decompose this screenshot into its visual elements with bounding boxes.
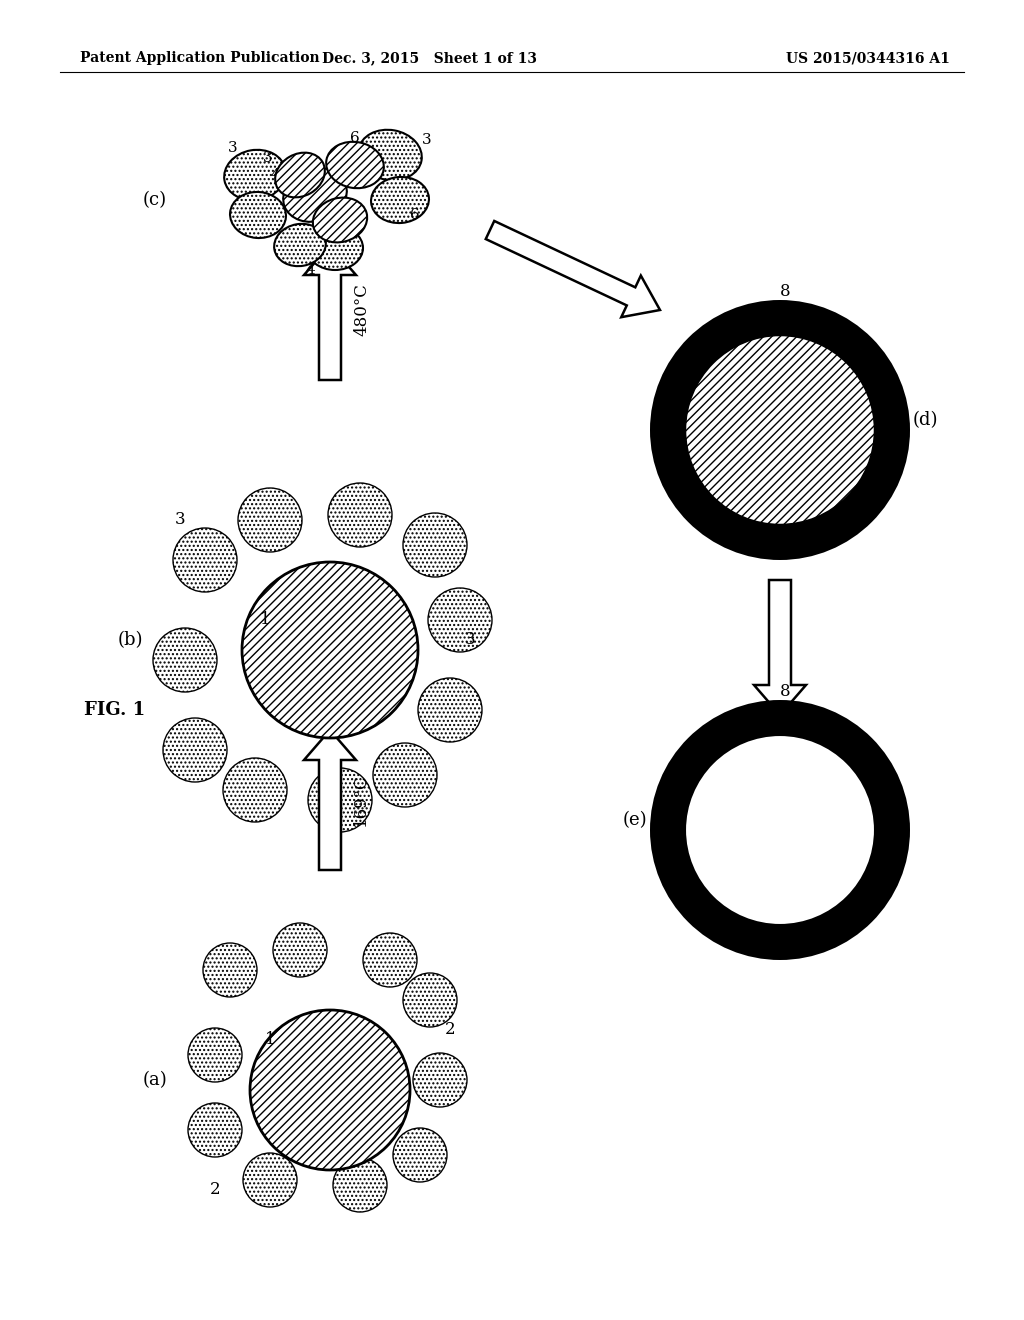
Circle shape: [153, 628, 217, 692]
Circle shape: [203, 942, 257, 997]
FancyArrow shape: [754, 579, 806, 715]
Circle shape: [328, 483, 392, 546]
Circle shape: [188, 1028, 242, 1082]
Text: 8: 8: [779, 284, 791, 301]
Text: 2: 2: [210, 1181, 220, 1199]
Text: 8: 8: [779, 684, 791, 701]
Text: 7: 7: [883, 482, 893, 499]
Circle shape: [308, 768, 372, 832]
Ellipse shape: [327, 141, 384, 189]
Text: 169°C: 169°C: [351, 774, 369, 826]
Circle shape: [685, 735, 874, 925]
Ellipse shape: [275, 153, 325, 198]
Text: US 2015/0344316 A1: US 2015/0344316 A1: [786, 51, 950, 65]
Text: 3: 3: [465, 631, 475, 648]
Circle shape: [413, 1053, 467, 1107]
Text: 3: 3: [422, 133, 432, 147]
Circle shape: [223, 758, 287, 822]
Text: (b): (b): [118, 631, 142, 649]
Text: 2: 2: [444, 1022, 456, 1039]
Ellipse shape: [371, 177, 429, 223]
Circle shape: [428, 587, 492, 652]
Ellipse shape: [284, 168, 347, 222]
Circle shape: [242, 562, 418, 738]
Circle shape: [685, 335, 874, 525]
Circle shape: [173, 528, 237, 591]
Text: 3: 3: [263, 150, 272, 165]
Text: Patent Application Publication: Patent Application Publication: [80, 51, 319, 65]
Circle shape: [418, 678, 482, 742]
Circle shape: [373, 743, 437, 807]
Ellipse shape: [313, 198, 368, 243]
Text: B-OH: B-OH: [728, 708, 772, 735]
Text: 3: 3: [175, 511, 185, 528]
Circle shape: [403, 513, 467, 577]
Text: 3: 3: [228, 141, 238, 154]
Circle shape: [403, 973, 457, 1027]
Text: (e): (e): [623, 810, 647, 829]
Text: 6: 6: [350, 131, 359, 145]
Circle shape: [250, 1010, 410, 1170]
Circle shape: [188, 1104, 242, 1158]
Circle shape: [650, 300, 910, 560]
Text: 4: 4: [270, 168, 280, 182]
Text: 1: 1: [260, 611, 270, 628]
Circle shape: [333, 1158, 387, 1212]
Text: FIG. 1: FIG. 1: [84, 701, 145, 719]
Ellipse shape: [230, 191, 286, 238]
Text: 4: 4: [305, 263, 314, 277]
Text: 480°C: 480°C: [353, 284, 371, 337]
Circle shape: [650, 700, 910, 960]
FancyArrow shape: [485, 220, 660, 317]
Text: 6: 6: [411, 209, 420, 222]
Circle shape: [273, 923, 327, 977]
Ellipse shape: [358, 129, 422, 181]
Circle shape: [362, 933, 417, 987]
Circle shape: [163, 718, 227, 781]
Circle shape: [238, 488, 302, 552]
FancyArrow shape: [304, 246, 356, 380]
Text: (c): (c): [143, 191, 167, 209]
Text: Dec. 3, 2015   Sheet 1 of 13: Dec. 3, 2015 Sheet 1 of 13: [323, 51, 538, 65]
Ellipse shape: [307, 226, 362, 271]
Text: (a): (a): [142, 1071, 167, 1089]
Text: 1: 1: [264, 1031, 275, 1048]
Text: (d): (d): [912, 411, 938, 429]
Ellipse shape: [224, 149, 286, 201]
Circle shape: [393, 1129, 447, 1181]
Ellipse shape: [274, 224, 326, 267]
Text: B-OH: B-OH: [827, 807, 872, 834]
Circle shape: [243, 1152, 297, 1206]
FancyArrow shape: [304, 730, 356, 870]
